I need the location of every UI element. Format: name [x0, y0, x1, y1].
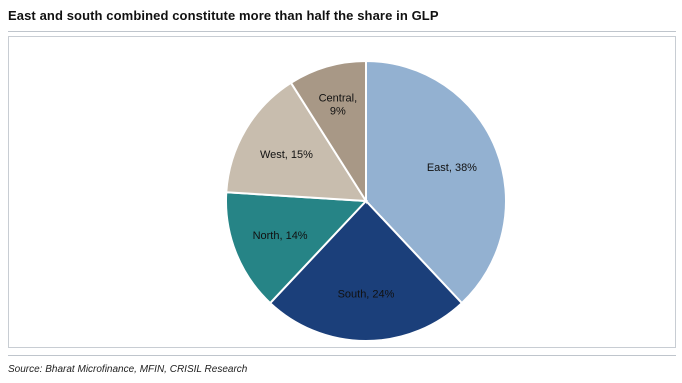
- pie-slice-south: [268, 199, 464, 343]
- pie-chart: East, 38% South, 24% North, 14% West, 15% Ce…: [225, 59, 507, 343]
- source-note: Source: Bharat Microfinance, MFIN, CRISI…: [8, 364, 248, 375]
- pie-slice-central: [289, 59, 367, 205]
- chart-frame: East, 38% South, 24% North, 14% West, 15% Ce…: [8, 36, 676, 348]
- title-divider: [8, 31, 676, 32]
- pie-slice-west: [225, 81, 368, 203]
- slice-label-north: North, 14%: [253, 230, 308, 242]
- slice-label-east: East, 38%: [427, 162, 477, 174]
- slice-label-west: West, 15%: [260, 149, 313, 161]
- source-divider: [8, 355, 676, 356]
- chart-title: East and south combined constitute more …: [8, 8, 439, 23]
- slice-label-south: South, 24%: [338, 288, 395, 300]
- pie-slice-east: [365, 59, 507, 305]
- pie-slice-north: [225, 191, 369, 305]
- slice-label-central: Central, 9%: [319, 93, 358, 118]
